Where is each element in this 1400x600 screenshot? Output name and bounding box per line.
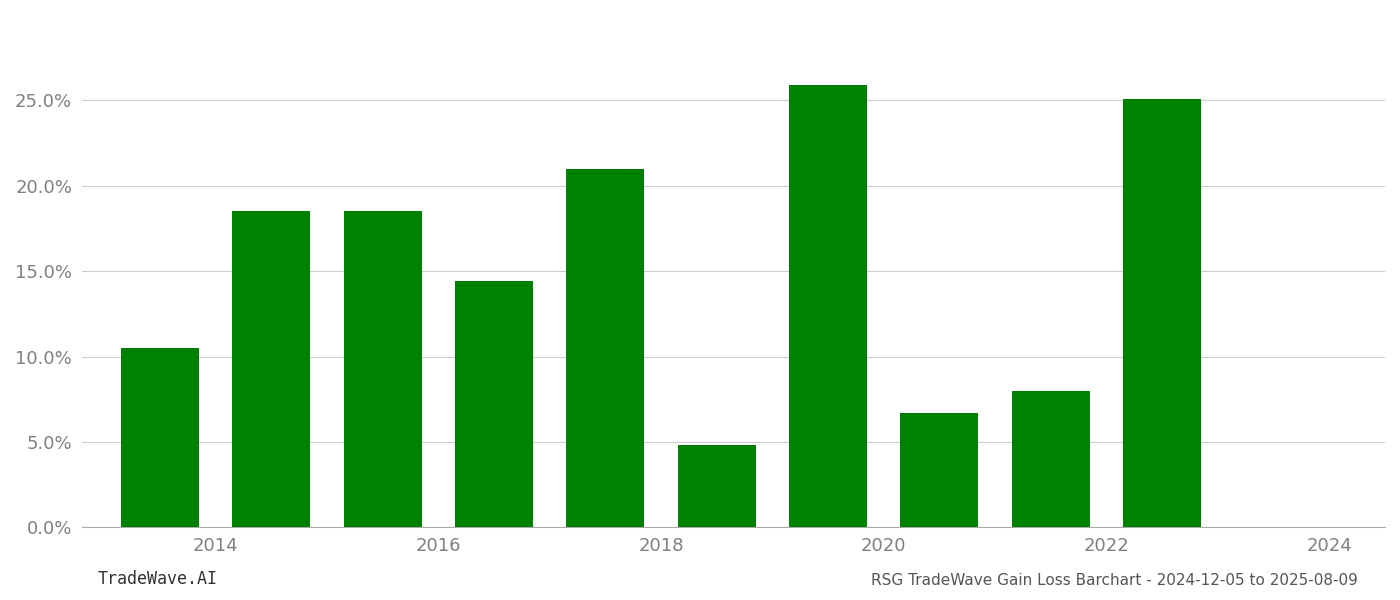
Bar [455,281,533,527]
Bar [1123,98,1201,527]
Bar [567,169,644,527]
Bar [900,413,979,527]
Bar [790,85,867,527]
Bar [120,348,199,527]
Bar [343,211,421,527]
Text: RSG TradeWave Gain Loss Barchart - 2024-12-05 to 2025-08-09: RSG TradeWave Gain Loss Barchart - 2024-… [871,573,1358,588]
Bar [1012,391,1089,527]
Text: TradeWave.AI: TradeWave.AI [98,570,218,588]
Bar [678,445,756,527]
Bar [232,211,311,527]
